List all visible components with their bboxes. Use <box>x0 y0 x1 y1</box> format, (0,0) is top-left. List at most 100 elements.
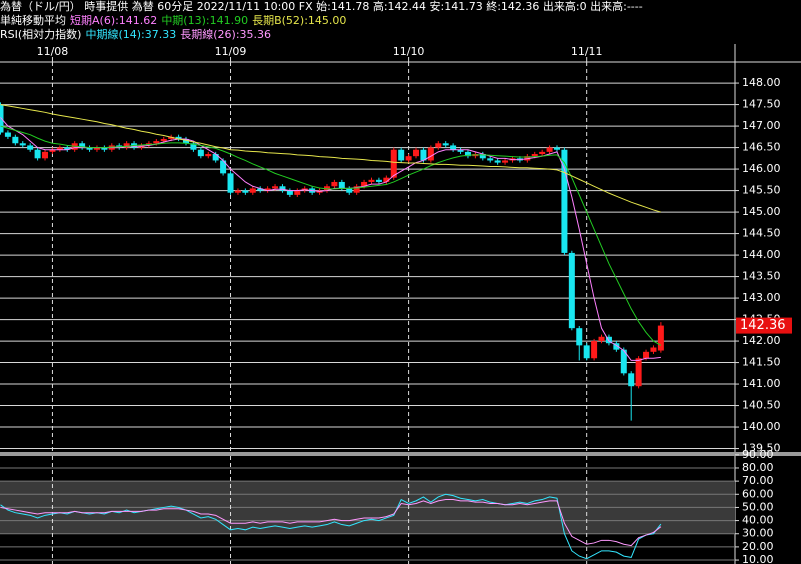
y-tick-label: 90.00 <box>742 448 774 461</box>
candle-body <box>435 143 442 148</box>
candle-body <box>272 186 279 189</box>
candle-body <box>494 160 501 163</box>
candle-body <box>442 143 449 146</box>
candle-body <box>49 149 56 152</box>
candle-body <box>19 143 26 146</box>
y-tick-label: 146.00 <box>742 162 781 175</box>
candle-body <box>375 179 382 182</box>
y-tick-label: 141.00 <box>742 377 781 390</box>
candle-body <box>390 149 397 178</box>
x-tick-label: 11/10 <box>393 45 425 58</box>
candle-body <box>212 154 219 161</box>
candle-body <box>257 188 264 191</box>
candle-body <box>643 351 650 359</box>
candle-body <box>220 160 227 174</box>
legend-entry: 短期A(6):141.62 <box>70 13 157 27</box>
candle-body <box>561 149 568 253</box>
candle-body <box>405 156 412 161</box>
candle-body <box>591 341 598 359</box>
candle-body <box>331 181 338 187</box>
y-tick-label: 70.00 <box>742 474 774 487</box>
legend: 単純移動平均 短期A(6):141.62 中期(13):141.90 長期B(52):… <box>0 13 346 27</box>
candle-body <box>338 181 345 189</box>
y-tick-label: 147.50 <box>742 98 781 111</box>
y-tick-label: 60.00 <box>742 487 774 500</box>
candle-body <box>4 132 11 137</box>
candle-body <box>34 149 41 159</box>
candle-body <box>487 158 494 161</box>
candle-body <box>294 190 301 195</box>
candle-body <box>56 147 63 150</box>
y-tick-label: 141.50 <box>742 356 781 369</box>
candle-body <box>160 138 167 142</box>
candle-body <box>398 149 405 161</box>
candle-body <box>346 188 353 193</box>
x-tick-label: 11/09 <box>215 45 247 58</box>
candle-body <box>420 149 427 161</box>
y-tick-label: 140.00 <box>742 420 781 433</box>
candle-body <box>457 149 464 152</box>
candle-body <box>234 190 241 193</box>
candle-body <box>368 179 375 182</box>
candle-body <box>583 345 590 359</box>
x-tick-label: 11/08 <box>37 45 69 58</box>
y-tick-label: 144.00 <box>742 248 781 261</box>
y-tick-label: 80.00 <box>742 461 774 474</box>
y-tick-label: 139.50 <box>742 442 781 455</box>
candle-body <box>205 154 212 157</box>
candle-body <box>383 177 390 182</box>
y-tick-label: 10.00 <box>742 553 774 564</box>
candle-body <box>635 358 642 387</box>
candle-body <box>64 147 71 150</box>
candle-body <box>242 190 249 193</box>
candle-body <box>12 136 19 144</box>
candle-body <box>450 145 457 150</box>
legend-entry: 長期B(52):145.00 <box>252 14 346 27</box>
y-tick-label: 148.00 <box>742 76 781 89</box>
y-tick-label: 144.50 <box>742 227 781 240</box>
price-panel <box>0 62 735 452</box>
candle-body <box>279 186 286 191</box>
candle-body <box>190 143 197 150</box>
candle-body <box>153 141 160 144</box>
y-tick-label: 147.00 <box>742 119 781 132</box>
candle-body <box>93 147 100 150</box>
y-tick-label: 40.00 <box>742 514 774 527</box>
legend-title: RSI(相対力指数) <box>0 27 81 41</box>
series-line <box>0 104 662 213</box>
candle-body <box>546 147 553 152</box>
candle-body <box>101 147 108 150</box>
candle-body <box>598 336 605 342</box>
candle-body <box>568 252 575 329</box>
candle-body <box>183 138 189 144</box>
header-line: 為替（ドル/円） 時事提供 為替 60分足 2022/11/11 10:00 F… <box>0 0 643 13</box>
y-tick-label: 30.00 <box>742 527 774 540</box>
candle-body <box>531 154 538 157</box>
rsi-panel <box>0 456 735 564</box>
candle-body <box>479 154 486 159</box>
legend: RSI(相対力指数) 中期線(14):37.33 長期線(26):35.36 <box>0 27 271 41</box>
series-line <box>0 125 662 346</box>
y-tick-label: 20.00 <box>742 540 774 553</box>
candle-body <box>264 188 271 191</box>
candle-body <box>605 336 612 344</box>
y-tick-label: 145.50 <box>742 184 781 197</box>
candle-body <box>628 373 635 387</box>
candle-body <box>620 349 627 374</box>
last-price-box <box>736 317 792 334</box>
candle-body <box>413 149 420 157</box>
last-price-label: 142.36 <box>740 318 786 333</box>
legend-entry: 中期線(14):37.33 <box>85 27 176 41</box>
candle-body <box>86 147 93 150</box>
y-tick-label: 146.50 <box>742 141 781 154</box>
y-tick-label: 143.00 <box>742 291 781 304</box>
y-tick-label: 142.00 <box>742 334 781 347</box>
candle-body <box>539 151 546 155</box>
candle-body <box>286 190 293 195</box>
legend-entry: 長期線(26):35.36 <box>180 27 271 41</box>
y-tick-label: 143.50 <box>742 270 781 283</box>
candle-body <box>79 143 86 148</box>
y-tick-label: 50.00 <box>742 500 774 513</box>
